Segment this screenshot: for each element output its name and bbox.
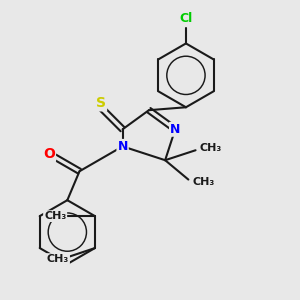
Text: CH₃: CH₃ <box>47 254 69 264</box>
Text: N: N <box>170 123 180 136</box>
Text: CH₃: CH₃ <box>44 211 66 221</box>
Text: Cl: Cl <box>179 12 193 25</box>
Text: CH₃: CH₃ <box>200 143 222 153</box>
Text: S: S <box>96 96 106 110</box>
Text: CH₃: CH₃ <box>193 177 215 187</box>
Text: O: O <box>43 147 55 161</box>
Text: N: N <box>117 140 128 153</box>
